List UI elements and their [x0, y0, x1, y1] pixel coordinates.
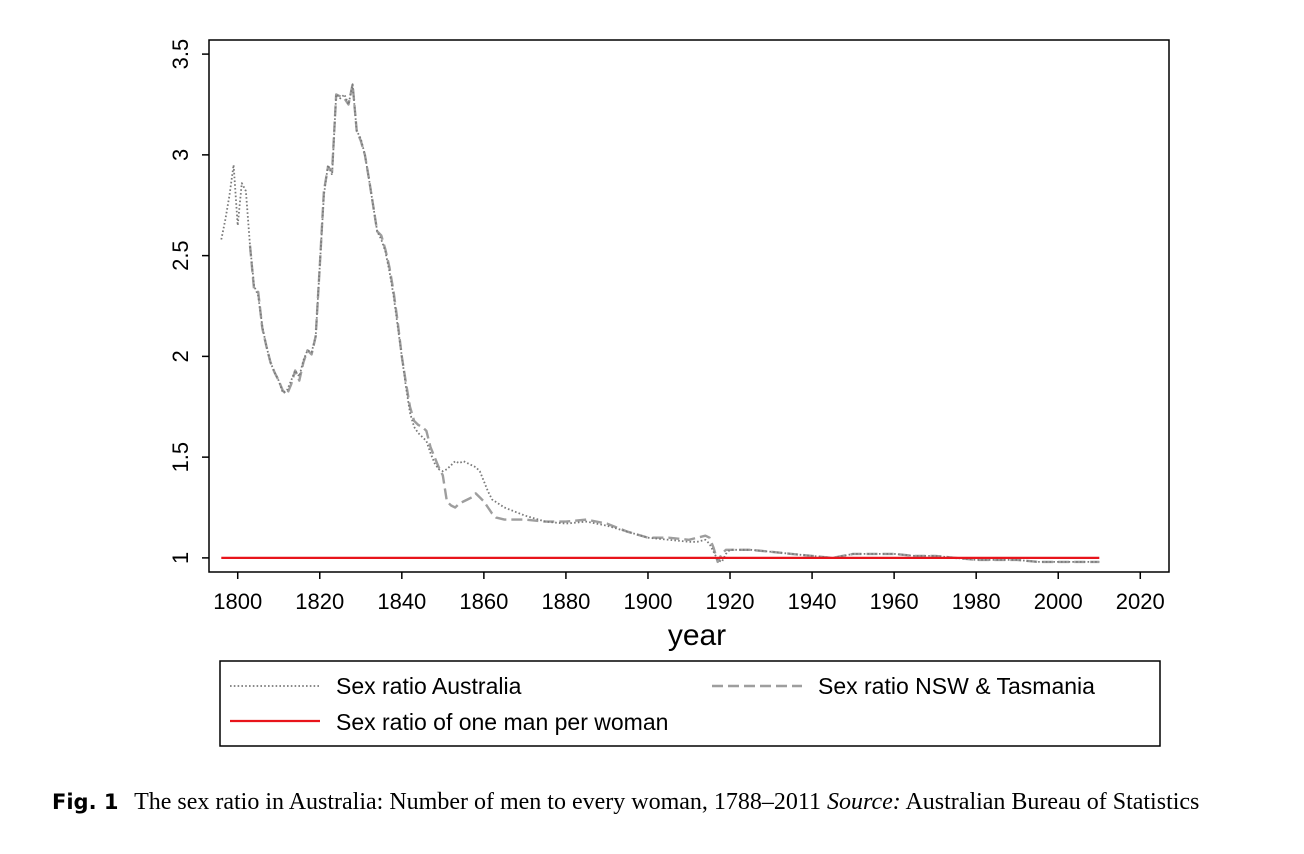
sex-ratio-chart: 1 1.5 2 2.5 3 3.5 1800 1820 1840 1860 1880 1900 192…: [168, 39, 1170, 747]
x-tick-label: 1840: [377, 589, 426, 614]
figure-label: Fig. 1: [52, 790, 119, 814]
x-tick-label: 1860: [459, 589, 508, 614]
y-tick-label: 3: [168, 149, 193, 161]
x-tick-label: 2020: [1116, 589, 1165, 614]
y-tick-label: 1: [168, 552, 193, 564]
x-tick-label: 1900: [623, 589, 672, 614]
x-tick-label: 1920: [706, 589, 755, 614]
legend: Sex ratio Australia Sex ratio NSW & Tasm…: [219, 660, 1161, 747]
legend-label-one-man-per-woman: Sex ratio of one man per woman: [336, 709, 668, 735]
x-tick-label: 1800: [213, 589, 262, 614]
y-axis: 1 1.5 2 2.5 3 3.5: [168, 39, 209, 564]
x-axis-title: year: [668, 619, 726, 652]
series-line-australia: [220, 83, 1100, 563]
series-line-nsw-tasmania: [248, 83, 1100, 564]
caption-text: The sex ratio in Australia: Number of me…: [134, 789, 822, 815]
caption-source-label: Source:: [827, 789, 901, 815]
x-tick-label: 1940: [788, 589, 837, 614]
legend-label-nsw-tasmania: Sex ratio NSW & Tasmania: [818, 673, 1095, 699]
x-tick-label: 1960: [870, 589, 919, 614]
plot-area-frame: [208, 39, 1170, 573]
figure-caption: Fig. 1 The sex ratio in Australia: Numbe…: [52, 786, 1292, 818]
series-layer: [220, 83, 1100, 564]
y-tick-label: 1.5: [168, 442, 193, 473]
y-tick-label: 3.5: [168, 39, 193, 70]
legend-label-australia: Sex ratio Australia: [336, 673, 522, 699]
x-axis: 1800 1820 1840 1860 1880 1900 1920 1940 1960 1980…: [213, 572, 1165, 614]
x-tick-label: 1980: [952, 589, 1001, 614]
caption-source-text: Australian Bureau of Statistics: [905, 789, 1200, 815]
y-tick-label: 2: [168, 350, 193, 362]
y-tick-label: 2.5: [168, 240, 193, 271]
x-tick-label: 1880: [541, 589, 590, 614]
x-tick-label: 2000: [1034, 589, 1083, 614]
legend-box: [219, 660, 1161, 747]
x-tick-label: 1820: [295, 589, 344, 614]
